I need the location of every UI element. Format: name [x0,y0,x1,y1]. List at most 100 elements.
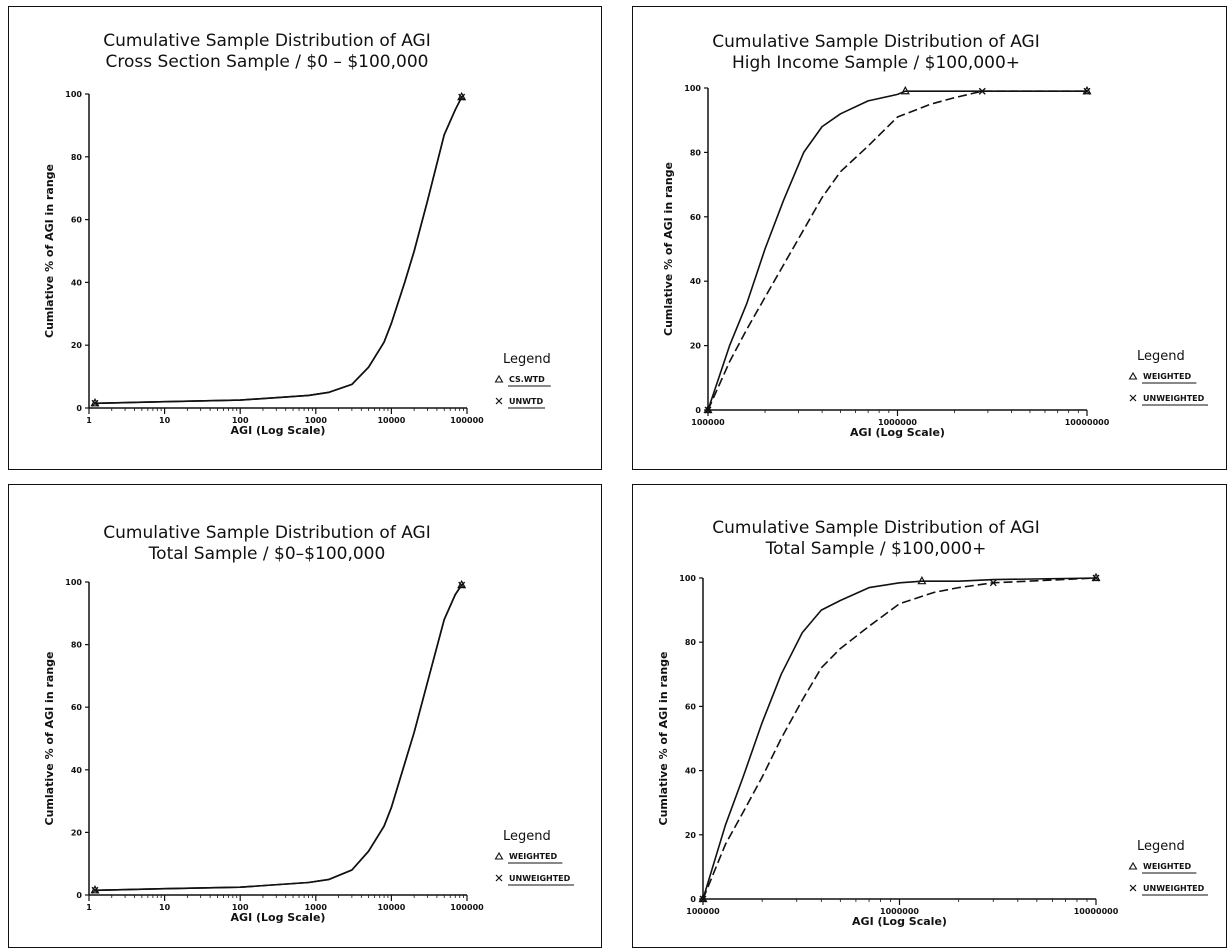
legend-marker-triangle [1128,861,1138,870]
x-tick-label: 10000 [377,903,405,912]
point-marker-x [91,399,99,407]
point-marker-triangle [917,575,927,585]
series-line-unweighted [702,577,1097,900]
y-tick-label: 100 [679,574,696,583]
y-tick-label: 60 [690,213,702,222]
legend-item-label: UNWEIGHTED [1143,394,1205,403]
y-tick-label: 100 [65,578,82,587]
x-tick-label: 1000 [305,416,328,425]
y-tick-label: 40 [71,278,83,287]
x-axis-label: AGI (Log Scale) [231,424,326,437]
y-tick-label: 0 [690,895,696,904]
point-marker-x [1092,574,1100,582]
x-axis-label: AGI (Log Scale) [850,426,945,439]
y-tick-label: 60 [71,703,83,712]
chart-subtitle: Total Sample / $100,000+ [765,539,987,559]
legend-item-label: WEIGHTED [1143,862,1191,871]
chart-panel-top-right: Cumulative Sample Distribution of AGI Hig… [632,6,1227,470]
x-tick-label: 1 [86,903,92,912]
point-marker-x [989,579,997,587]
legend-title: Legend [1137,349,1185,364]
x-tick-label: 10 [159,903,171,912]
chart-title: Cumulative Sample Distribution of AGI [712,518,1039,538]
legend-title: Legend [1137,839,1185,854]
y-tick-label: 40 [690,277,702,286]
point-marker-triangle [703,404,713,414]
x-tick-label: 10000000 [1074,907,1119,916]
y-tick-label: 20 [71,341,83,350]
legend-marker-x [495,874,503,882]
chart-panel-bottom-left: Cumulative Sample Distribution of AGI Tot… [8,484,602,948]
chart-title: Cumulative Sample Distribution of AGI [103,523,430,543]
series-line-unweighted [707,90,1087,411]
series-line-cs-wtd [94,96,463,405]
point-marker-triangle [698,893,708,903]
chart-svg-bottom-right: Cumulative Sample Distribution of AGITot… [657,518,1208,928]
y-tick-label: 0 [76,891,82,900]
y-tick-label: 0 [695,406,701,415]
x-tick-label: 100000 [450,903,484,912]
point-marker-x [458,581,466,589]
chart-panel-bottom-right: Cumulative Sample Distribution of AGI Tot… [632,484,1227,948]
x-tick-label: 10 [159,416,171,425]
y-tick-label: 20 [690,342,702,351]
x-tick-label: 1000000 [880,907,919,916]
x-tick-label: 100 [232,903,249,912]
chart-title: Cumulative Sample Distribution of AGI [103,31,430,51]
point-marker-x [699,895,707,903]
series-line-weighted [702,577,1097,900]
point-marker-x [91,886,99,894]
series-line-weighted [707,90,1087,411]
y-tick-label: 80 [690,148,702,157]
x-tick-label: 100000 [450,416,484,425]
chart-svg-top-right: Cumulative Sample Distribution of AGIHig… [662,32,1208,439]
x-axis-label: AGI (Log Scale) [852,915,947,928]
y-tick-label: 80 [71,641,83,650]
x-tick-label: 10000000 [1065,418,1110,427]
legend-item-label: CS.WTD [509,375,545,384]
y-axis-label: Cumlative % of AGI in range [657,652,670,826]
x-axis-label: AGI (Log Scale) [231,911,326,924]
y-axis-label: Cumlative % of AGI in range [43,652,56,826]
y-tick-label: 100 [684,84,701,93]
x-tick-label: 100 [232,416,249,425]
legend-title: Legend [503,829,551,844]
point-marker-triangle [90,398,100,407]
x-tick-label: 10000 [377,416,405,425]
x-tick-label: 100000 [686,907,720,916]
chart-panel-top-left: Cumulative Sample Distribution of AGI Cro… [8,6,602,470]
legend-title: Legend [503,352,551,367]
legend-marker-x [495,397,503,405]
chart-title: Cumulative Sample Distribution of AGI [712,32,1039,52]
legend-marker-x [1129,884,1137,892]
chart-svg-bottom-left: Cumulative Sample Distribution of AGITot… [43,523,574,924]
legend-marker-triangle [1128,371,1138,380]
point-marker-x [978,87,986,95]
point-marker-x [704,406,712,414]
point-marker-triangle [90,885,100,894]
point-marker-triangle [1082,85,1092,95]
y-tick-label: 100 [65,90,82,99]
point-marker-triangle [900,85,910,95]
y-tick-label: 40 [685,767,697,776]
series-line-unwtd [94,96,463,405]
chart-subtitle: High Income Sample / $100,000+ [732,53,1020,73]
legend-marker-triangle [494,374,504,383]
series-line-weighted [94,584,463,892]
chart-svg-top-left: Cumulative Sample Distribution of AGICro… [43,31,551,437]
y-axis-label: Cumlative % of AGI in range [662,162,675,336]
chart-subtitle: Cross Section Sample / $0 – $100,000 [106,52,429,72]
chart-subtitle: Total Sample / $0–$100,000 [148,544,386,564]
point-marker-x [458,93,466,101]
legend-item-label: UNWEIGHTED [1143,884,1205,893]
legend-item-label: WEIGHTED [509,852,557,861]
legend-item-label: UNWTD [509,397,543,406]
legend-item-label: WEIGHTED [1143,372,1191,381]
series-line-unweighted [94,584,463,892]
point-marker-x [1083,87,1091,95]
y-tick-label: 80 [685,638,697,647]
point-marker-triangle [1091,572,1101,582]
y-axis-label: Cumlative % of AGI in range [43,164,56,338]
x-tick-label: 1000000 [878,418,917,427]
x-tick-label: 1000 [305,903,328,912]
